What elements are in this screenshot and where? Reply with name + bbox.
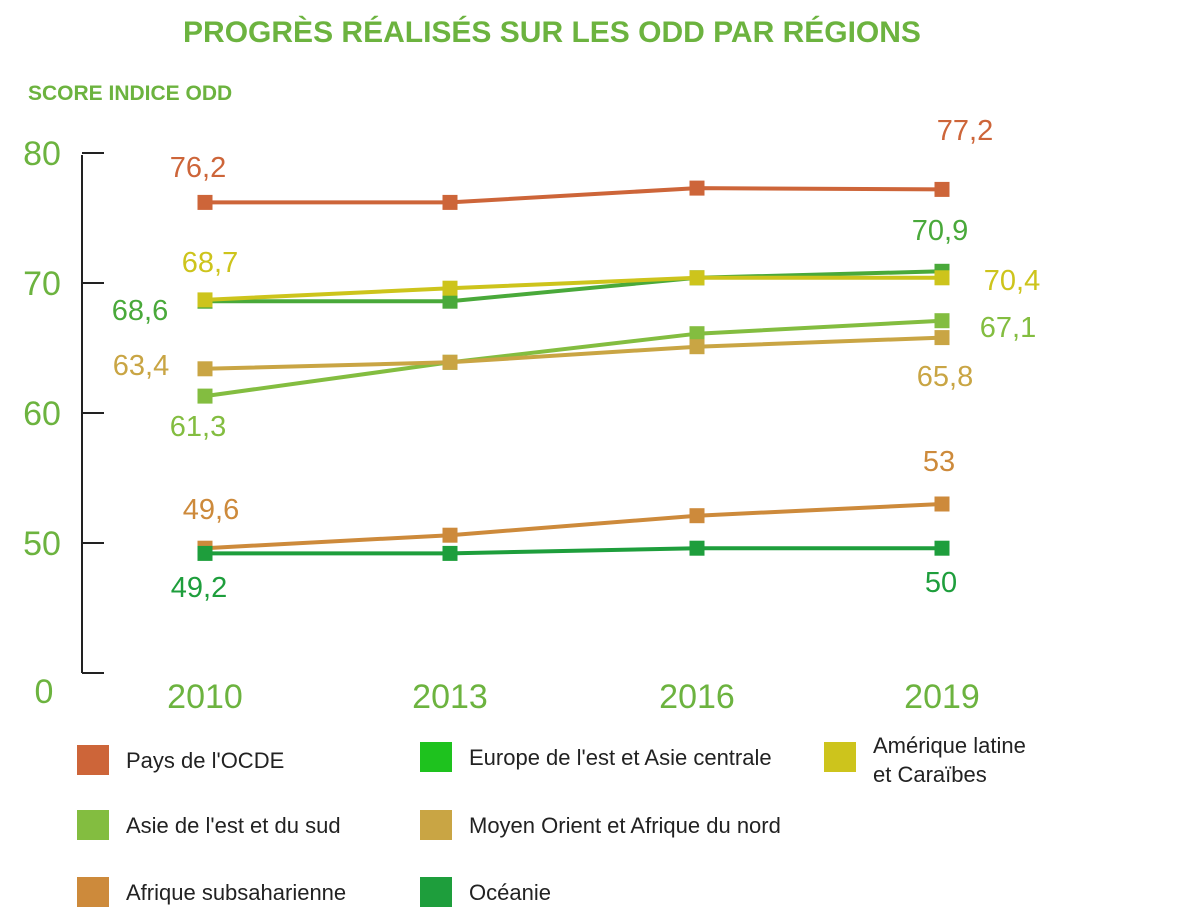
x-tick-labels: 2010 2013 2016 2019 [167,678,980,716]
data-point [197,361,213,377]
series-line [204,335,943,371]
x-tick-label: 2019 [904,678,980,716]
data-label: 70,9 [912,215,968,247]
data-label: 70,4 [984,265,1040,297]
data-label: 76,2 [170,152,226,184]
legend-label: Europe de l'est et Asie centrale [469,745,772,770]
data-label: 50 [925,567,957,599]
y-tick-label: 80 [23,135,61,173]
data-point [442,354,458,370]
y-tick-label: 60 [23,395,61,433]
series-line [204,318,943,399]
data-point [197,194,213,210]
data-point [934,540,950,556]
legend-label-line: Pays de l'OCDE [126,748,284,773]
legend-swatch [77,745,109,775]
series-1 [197,263,950,309]
series-line [204,502,943,551]
legend: Pays de l'OCDE Europe de l'est et Asie ce… [77,733,1026,907]
x-tick-label: 2013 [412,678,488,716]
legend-item: Asie de l'est et du sud [77,810,341,840]
data-point [934,496,950,512]
series-line [205,186,943,205]
legend-swatch [420,810,452,840]
chart-title: PROGRÈS RÉALISÉS SUR LES ODD PAR RÉGIONS [183,15,921,49]
x-tick-label: 2016 [659,678,735,716]
legend-label-line: Europe de l'est et Asie centrale [469,745,772,770]
legend-item: Moyen Orient et Afrique du nord [420,810,781,840]
y-tick-label: 50 [23,525,61,563]
legend-swatch [420,742,452,772]
legend-label: Afrique subsaharienne [126,880,346,905]
data-label: 65,8 [917,361,973,393]
legend-label-line: Moyen Orient et Afrique du nord [469,813,781,838]
data-point [197,292,213,308]
y-tick-label: 0 [35,673,54,711]
legend-item: Pays de l'OCDE [77,745,284,775]
legend-label-line: et Caraïbes [873,762,987,787]
series-6 [197,540,950,561]
data-point [442,293,458,309]
axes [81,152,104,674]
series-line [205,546,942,556]
legend-label-line: Océanie [469,880,551,905]
legend-item: Océanie [420,877,551,907]
legend-label: Asie de l'est et du sud [126,813,341,838]
data-point [689,326,705,342]
data-label: 68,6 [112,295,168,327]
data-label: 68,7 [182,247,238,279]
legend-item: Europe de l'est et Asie centrale [420,742,772,772]
data-point [934,330,950,346]
x-tick-label: 2010 [167,678,243,716]
legend-label-line: Asie de l'est et du sud [126,813,341,838]
legend-label-line: Afrique subsaharienne [126,880,346,905]
series-2 [197,270,950,308]
y-tick-label: 70 [23,265,61,303]
series-4 [197,330,950,377]
data-point [442,280,458,296]
data-point [934,270,950,286]
series-3 [197,313,950,404]
data-point [689,540,705,556]
legend-swatch [77,877,109,907]
data-point [689,180,705,196]
data-label: 53 [923,446,955,478]
data-point [442,527,458,543]
data-label: 49,2 [171,572,227,604]
legend-label: Moyen Orient et Afrique du nord [469,813,781,838]
legend-label: Océanie [469,880,551,905]
y-tick-labels: 0 50 60 70 80 [23,135,61,711]
legend-item: Amérique latine et Caraïbes [824,733,1026,787]
legend-swatch [824,742,856,772]
data-label: 63,4 [113,350,169,382]
data-label: 77,2 [937,115,993,147]
data-point [442,545,458,561]
data-point [689,339,705,355]
series-0 [197,180,950,210]
series-layer [197,180,950,561]
data-label: 61,3 [170,411,226,443]
data-point [689,270,705,286]
data-labels-layer: 76,2 77,2 68,6 70,9 68,7 70,4 61,3 67,1 63,4 65,8… [112,115,1040,604]
data-point [689,508,705,524]
legend-swatch [420,877,452,907]
legend-item: Afrique subsaharienne [77,877,346,907]
data-point [197,388,213,404]
data-point [197,545,213,561]
legend-label-line: Amérique latine [873,733,1026,758]
legend-label: Amérique latine et Caraïbes [873,733,1026,787]
data-label: 67,1 [980,312,1036,344]
data-label: 49,6 [183,494,239,526]
series-line [205,269,943,304]
legend-swatch [77,810,109,840]
data-point [442,194,458,210]
y-axis-title: SCORE INDICE ODD [28,82,232,105]
legend-label: Pays de l'OCDE [126,748,284,773]
data-point [934,181,950,197]
data-point [934,313,950,329]
series-line [204,275,942,302]
